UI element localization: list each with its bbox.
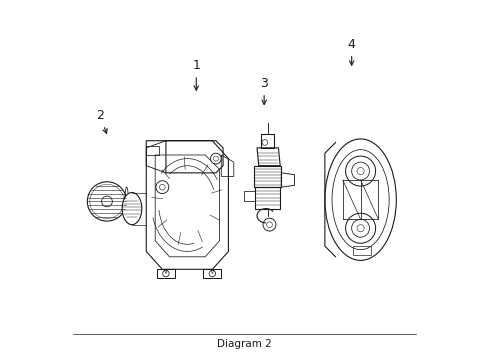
Ellipse shape — [324, 139, 395, 260]
Circle shape — [210, 153, 221, 164]
Ellipse shape — [122, 193, 142, 225]
Text: Diagram 2: Diagram 2 — [217, 339, 271, 349]
Circle shape — [345, 213, 375, 243]
Circle shape — [156, 181, 168, 194]
Circle shape — [87, 182, 126, 221]
Text: 4: 4 — [347, 38, 355, 65]
Circle shape — [345, 156, 375, 186]
Text: 3: 3 — [260, 77, 267, 104]
Text: 2: 2 — [96, 109, 107, 134]
Text: 1: 1 — [192, 59, 200, 90]
